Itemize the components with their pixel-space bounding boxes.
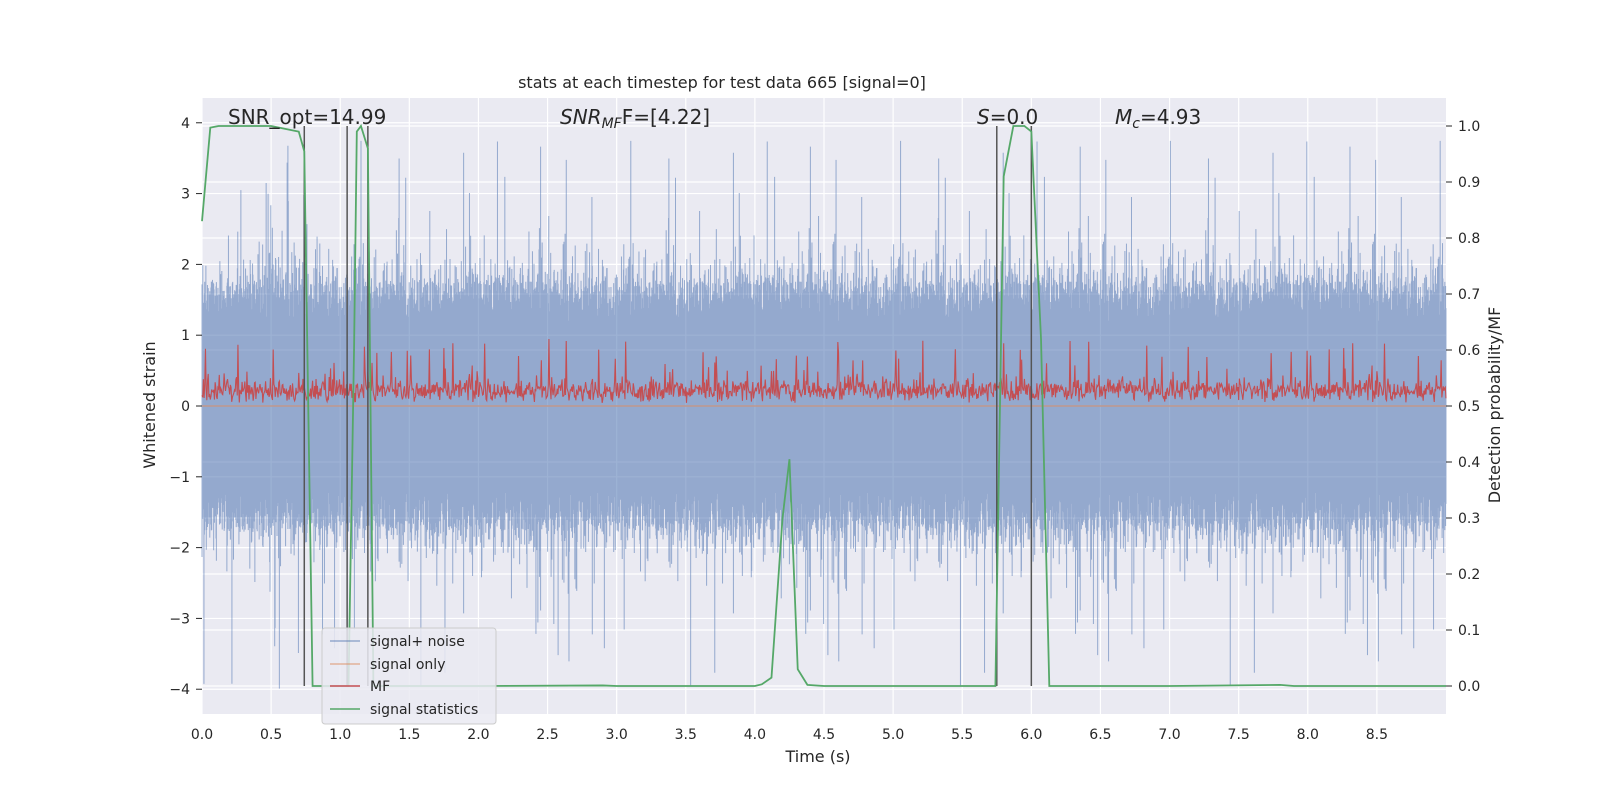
annotation-mc-main: M xyxy=(1115,105,1132,129)
series-mf xyxy=(201,339,1447,404)
annotation-s-value: =0.0 xyxy=(990,105,1039,129)
legend-box xyxy=(321,627,497,725)
x-tick-label: 6.0 xyxy=(1020,727,1042,743)
y-tick-label: −2 xyxy=(169,541,190,557)
y2-tick-label: 0.7 xyxy=(1458,287,1480,303)
x-tick-label: 2.5 xyxy=(536,727,558,743)
legend-label-signal-statistics: signal statistics xyxy=(370,702,478,718)
x-axis-ticks: 0.0 0.5 1.0 1.5 2.0 2.5 3.0 3.5 4.0 4.5 5.0 5.5 6.0 6… xyxy=(191,727,1388,743)
y-axis-ticks: −4 −3 −2 −1 0 1 2 3 4 xyxy=(169,116,202,698)
y-tick-label: 0 xyxy=(181,399,190,415)
x-tick-label: 4.0 xyxy=(744,727,766,743)
x-tick-label: 8.5 xyxy=(1366,727,1388,743)
x-tick-label: 5.0 xyxy=(882,727,904,743)
y2-tick-label: 0.5 xyxy=(1458,399,1480,415)
x-tick-label: 0.5 xyxy=(260,727,282,743)
legend-label-mf: MF xyxy=(370,679,390,695)
annotation-snr-mf-main: SNR xyxy=(560,105,602,129)
series-signal-statistics xyxy=(201,124,1446,687)
y-tick-label: 2 xyxy=(181,257,190,273)
annotation-mc-sub: c xyxy=(1132,116,1140,132)
y2-tick-label: 0.0 xyxy=(1458,679,1480,695)
x-tick-label: 6.5 xyxy=(1089,727,1111,743)
legend: signal+ noise signal only MF signal stat… xyxy=(321,627,497,725)
y-tick-label: 4 xyxy=(181,116,190,132)
y2-tick-label: 1.0 xyxy=(1458,119,1480,135)
annotation-mc: Mc=4.93 xyxy=(1115,105,1201,132)
annotation-s: S=0.0 xyxy=(977,105,1038,129)
annotation-snr-mf-value: F=[4.22] xyxy=(622,105,710,129)
y2-tick-label: 0.8 xyxy=(1458,231,1480,247)
x-axis-label: Time (s) xyxy=(784,747,850,766)
y2-axis-ticks: 0.0 0.1 0.2 0.3 0.4 0.5 0.6 0.7 0.8 0.9 1.0 xyxy=(1446,119,1480,695)
annotation-s-main: S xyxy=(977,105,990,129)
annotation-mc-value: =4.93 xyxy=(1140,105,1201,129)
x-tick-label: 3.0 xyxy=(606,727,628,743)
signal-statistics-line xyxy=(201,124,1446,687)
x-tick-label: 7.5 xyxy=(1228,727,1250,743)
y2-tick-label: 0.4 xyxy=(1458,455,1480,471)
x-tick-label: 3.5 xyxy=(675,727,697,743)
y2-tick-label: 0.6 xyxy=(1458,343,1480,359)
chart-title: stats at each timestep for test data 665… xyxy=(518,73,926,92)
y-tick-label: 3 xyxy=(181,187,190,203)
x-tick-label: 4.5 xyxy=(813,727,835,743)
x-tick-label: 1.5 xyxy=(398,727,420,743)
y-tick-label: −4 xyxy=(169,682,190,698)
x-tick-label: 5.5 xyxy=(951,727,973,743)
x-tick-label: 7.0 xyxy=(1158,727,1180,743)
y2-axis-label: Detection probability/MF xyxy=(1485,307,1504,504)
x-tick-label: 2.0 xyxy=(467,727,489,743)
legend-label-signal-noise: signal+ noise xyxy=(370,634,465,650)
y-tick-label: 1 xyxy=(181,328,190,344)
annotation-snr-opt: SNR_opt=14.99 xyxy=(228,105,386,129)
x-tick-label: 1.0 xyxy=(329,727,351,743)
x-tick-label: 8.0 xyxy=(1297,727,1319,743)
y-tick-label: −3 xyxy=(169,611,190,627)
annotation-snr-mf-sub: MF xyxy=(602,116,623,132)
y-axis-label: Whitened strain xyxy=(140,341,159,468)
y2-tick-label: 0.1 xyxy=(1458,623,1480,639)
y-tick-label: −1 xyxy=(169,470,190,486)
y2-tick-label: 0.9 xyxy=(1458,175,1480,191)
legend-label-signal-only: signal only xyxy=(370,657,445,673)
y2-tick-label: 0.3 xyxy=(1458,511,1480,527)
annotation-snr-mf: SNRMFF=[4.22] xyxy=(560,105,710,132)
y2-tick-label: 0.2 xyxy=(1458,567,1480,583)
mf-line xyxy=(201,339,1447,404)
x-tick-label: 0.0 xyxy=(191,727,213,743)
